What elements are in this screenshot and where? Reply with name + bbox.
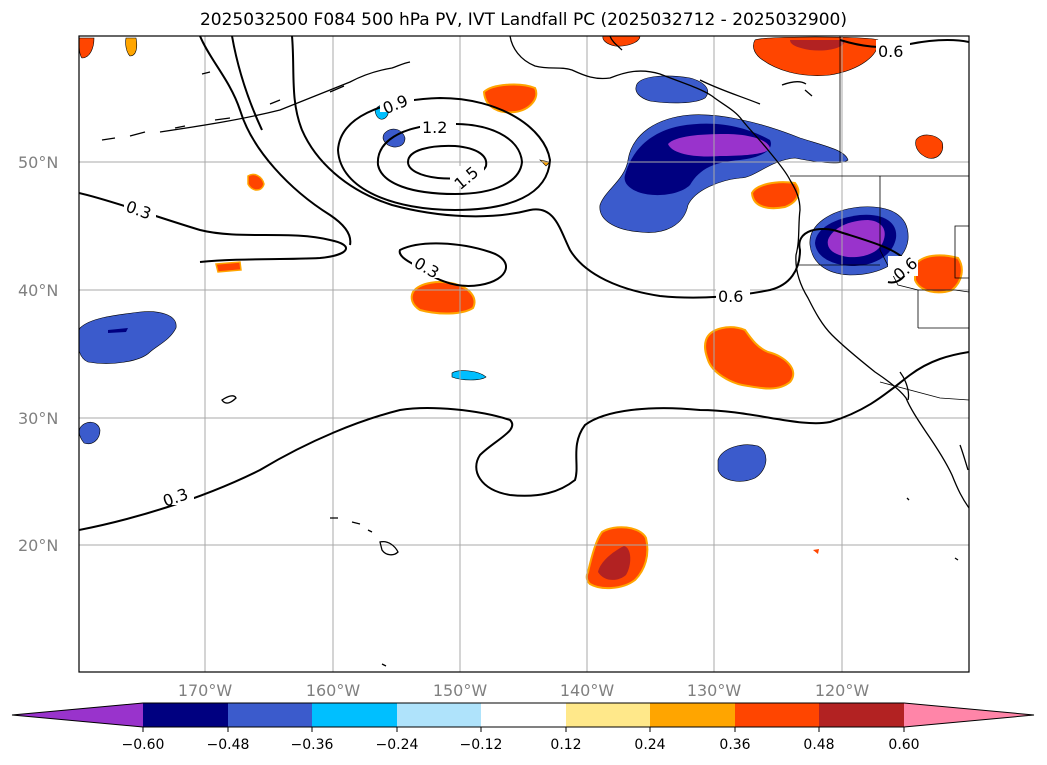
- colorbar-segment: [650, 703, 735, 727]
- colorbar-label: 0.36: [719, 737, 750, 753]
- colorbar-segment: [143, 703, 228, 727]
- colorbar-segment: [566, 703, 650, 727]
- colorbar-label: 0.60: [888, 737, 919, 753]
- lat-tick-label: 30°N: [18, 409, 58, 428]
- contour-label: 0.6: [878, 42, 903, 61]
- coastlines: [101, 36, 969, 667]
- contour-label: 0.6: [718, 287, 743, 306]
- negative-anomaly-blob: [717, 444, 767, 482]
- pv-contours: [79, 36, 969, 531]
- negative-anomaly-blob: [79, 311, 177, 364]
- colorbar-segment: [228, 703, 312, 727]
- colorbar-label: −0.36: [291, 737, 334, 753]
- lon-tick-label: 140°W: [560, 681, 615, 700]
- colorbar-label: 0.24: [634, 737, 665, 753]
- lat-tick-label: 20°N: [18, 536, 58, 555]
- lon-tick-label: 150°W: [433, 681, 488, 700]
- positive-anomaly-blob: [215, 261, 242, 273]
- positive-anomaly-blob: [813, 549, 819, 554]
- positive-anomaly-blob: [602, 36, 641, 47]
- colorbar-segment: [481, 703, 566, 727]
- map-frame: [78, 35, 970, 673]
- colorbar-label: 0.12: [550, 737, 581, 753]
- negative-anomaly-blob: [635, 75, 709, 104]
- colorbar-segment: [735, 703, 819, 727]
- lon-tick-label: 160°W: [306, 681, 361, 700]
- positive-anomaly-blob: [598, 546, 631, 580]
- colorbar-label: −0.48: [207, 737, 250, 753]
- colorbar-label: −0.24: [376, 737, 419, 753]
- colorbar-extend-min: [12, 703, 143, 727]
- colorbar-label: 0.48: [803, 737, 834, 753]
- colorbar-label: −0.12: [460, 737, 503, 753]
- positive-anomaly-blob: [703, 326, 795, 390]
- colorbar-extend-max: [904, 703, 1034, 727]
- positive-anomaly-blob: [790, 40, 845, 51]
- negative-anomaly-blob: [79, 421, 101, 445]
- positive-anomaly-blob: [247, 173, 265, 191]
- negative-anomaly-blob: [668, 134, 770, 157]
- lat-tick-label: 50°N: [18, 153, 58, 172]
- colorbar-segment: [312, 703, 397, 727]
- positive-anomaly-blob: [482, 83, 538, 114]
- map-title: 2025032500 F084 500 hPa PV, IVT Landfall…: [199, 10, 847, 30]
- colorbar-label: −0.60: [122, 737, 165, 753]
- longitude-axis: 170°W 160°W 150°W 140°W 130°W 120°W: [178, 681, 870, 700]
- negative-anomaly-blob: [108, 328, 128, 333]
- positive-anomaly-blob: [125, 37, 138, 57]
- lon-tick-label: 170°W: [178, 681, 233, 700]
- positive-anomaly-blob: [750, 181, 800, 210]
- political-borders: [790, 36, 969, 401]
- map-background: [79, 36, 969, 672]
- colorbar: −0.60 −0.48 −0.36 −0.24 −0.12 0.12 0.24 …: [11, 702, 1035, 753]
- lon-tick-label: 130°W: [687, 681, 742, 700]
- colorbar-segment: [397, 703, 481, 727]
- positive-anomaly-blob: [915, 134, 943, 159]
- colorbar-segment: [819, 703, 904, 727]
- graticule: [79, 36, 969, 672]
- lat-tick-label: 40°N: [18, 281, 58, 300]
- contour-labels: 0.9 1.2 1.5 0.3 0.3 0.3 0.6 0.6 0.6: [123, 40, 921, 511]
- lon-tick-label: 120°W: [815, 681, 870, 700]
- contour-label: 1.2: [422, 118, 447, 137]
- latitude-axis: 50°N 40°N 30°N 20°N: [18, 153, 58, 555]
